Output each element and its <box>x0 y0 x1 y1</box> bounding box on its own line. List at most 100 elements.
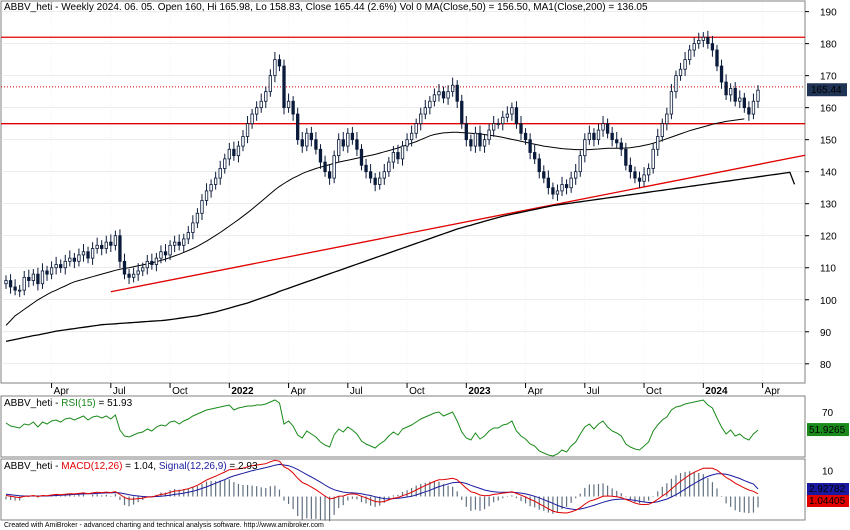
price-gridlines <box>1 2 805 383</box>
candle-body <box>72 257 77 262</box>
rsi-panel-frame <box>0 395 806 458</box>
candle-body <box>428 100 432 109</box>
candle-body <box>542 171 546 179</box>
candle-body <box>414 123 418 134</box>
candle-body <box>109 241 113 246</box>
candle-body <box>378 177 382 185</box>
candle-body <box>327 171 332 179</box>
candle-body <box>86 251 90 259</box>
time-tick-label: Apr <box>291 386 307 397</box>
candle-body <box>382 171 386 179</box>
candle-body <box>487 129 491 141</box>
candle-body <box>510 107 514 115</box>
price-axis: 80 90 100 110 120 130 140 150 160 170 180 190 165.44 <box>805 8 847 371</box>
candle-body <box>391 152 396 163</box>
candle-body <box>710 43 715 51</box>
candle-body <box>583 139 587 157</box>
candle-body <box>282 65 286 109</box>
price-tick-label: 160 <box>820 104 837 115</box>
candle-body <box>400 145 405 160</box>
signal-value-label: 2.92782 <box>809 484 846 495</box>
candle-body <box>59 264 63 269</box>
candle-body <box>172 241 177 246</box>
candle-body <box>396 152 400 160</box>
candle-body <box>756 89 760 102</box>
price-panel: 80 90 100 110 120 130 140 150 160 170 180 190 165.44… <box>0 0 847 397</box>
rsi-line <box>5 399 759 457</box>
rsi-tick-label: 70 <box>822 408 834 419</box>
candle-body <box>660 123 664 137</box>
candle-body <box>574 171 578 179</box>
candle-body <box>405 139 409 147</box>
candle-body <box>113 235 118 246</box>
candle-body <box>460 100 464 125</box>
time-tick-label: Oct <box>409 386 425 397</box>
candle-body <box>569 177 573 189</box>
candle-body <box>364 164 368 173</box>
candle-body <box>706 36 710 45</box>
candle-body <box>200 200 204 214</box>
candle-body <box>505 113 509 118</box>
candle-body <box>49 267 54 275</box>
candle-body <box>350 132 355 141</box>
macd-header-prefix: ABBV_heti - <box>4 461 61 472</box>
candle-body <box>291 100 295 115</box>
candle-body <box>455 84 459 102</box>
candle-body <box>592 132 596 141</box>
price-tick-label: 100 <box>820 296 837 307</box>
candle-body <box>250 113 254 125</box>
macd-tick-label: 10 <box>822 466 834 477</box>
candle-body <box>419 113 423 125</box>
candle-body <box>742 97 746 109</box>
candle-body <box>546 177 551 189</box>
candle-body <box>127 273 131 278</box>
candle-body <box>665 113 669 125</box>
candle-body <box>560 184 564 192</box>
macd-line <box>5 459 759 514</box>
candle-body <box>264 91 268 102</box>
candle-body <box>286 100 291 109</box>
candle-body <box>482 139 487 147</box>
candle-body <box>473 132 478 147</box>
candle-body <box>687 49 692 61</box>
candle-body <box>40 270 45 285</box>
macd-header: ABBV_heti - MACD(12,26) = 1.04, Signal(1… <box>4 461 258 472</box>
footer-credit: Created with AmiBroker - advanced charti… <box>4 522 324 529</box>
candle-body <box>669 91 674 115</box>
time-tick-label: 2022 <box>231 386 254 397</box>
candle-body <box>13 286 17 291</box>
signal-header-name: Signal(12,26,9) <box>159 461 227 472</box>
candle-body <box>63 260 67 269</box>
candle-body <box>409 132 414 141</box>
candle-body <box>601 123 605 131</box>
ma200-line <box>5 171 796 343</box>
candle-body <box>245 123 250 137</box>
candle-body <box>159 251 163 259</box>
candle-body <box>150 260 154 265</box>
candle-body <box>337 139 341 157</box>
candle-body <box>437 91 441 96</box>
candle-body <box>182 238 186 246</box>
price-tick-label: 130 <box>820 200 837 211</box>
candle-body <box>100 244 104 249</box>
candle-body <box>95 244 99 249</box>
candle-body <box>131 273 136 278</box>
candle-body <box>469 139 473 147</box>
time-tick-label: Jul <box>350 386 363 397</box>
candle-body <box>341 139 345 147</box>
candle-body <box>523 132 528 141</box>
candle-body <box>738 97 742 102</box>
rsi-header-prefix: ABBV_heti - <box>4 398 61 409</box>
time-tick-label: Oct <box>172 386 188 397</box>
candle-body <box>656 136 660 150</box>
candle-body <box>223 158 227 169</box>
price-tick-label: 180 <box>820 40 837 51</box>
time-tick-label: Oct <box>646 386 662 397</box>
macd-header-name: MACD(12,26) <box>61 461 122 472</box>
candle-body <box>186 232 190 240</box>
rsi-axis: 70 51.9265 <box>807 408 849 437</box>
candle-body <box>729 88 733 96</box>
candle-body <box>646 168 651 176</box>
price-panel-frame <box>0 0 806 384</box>
